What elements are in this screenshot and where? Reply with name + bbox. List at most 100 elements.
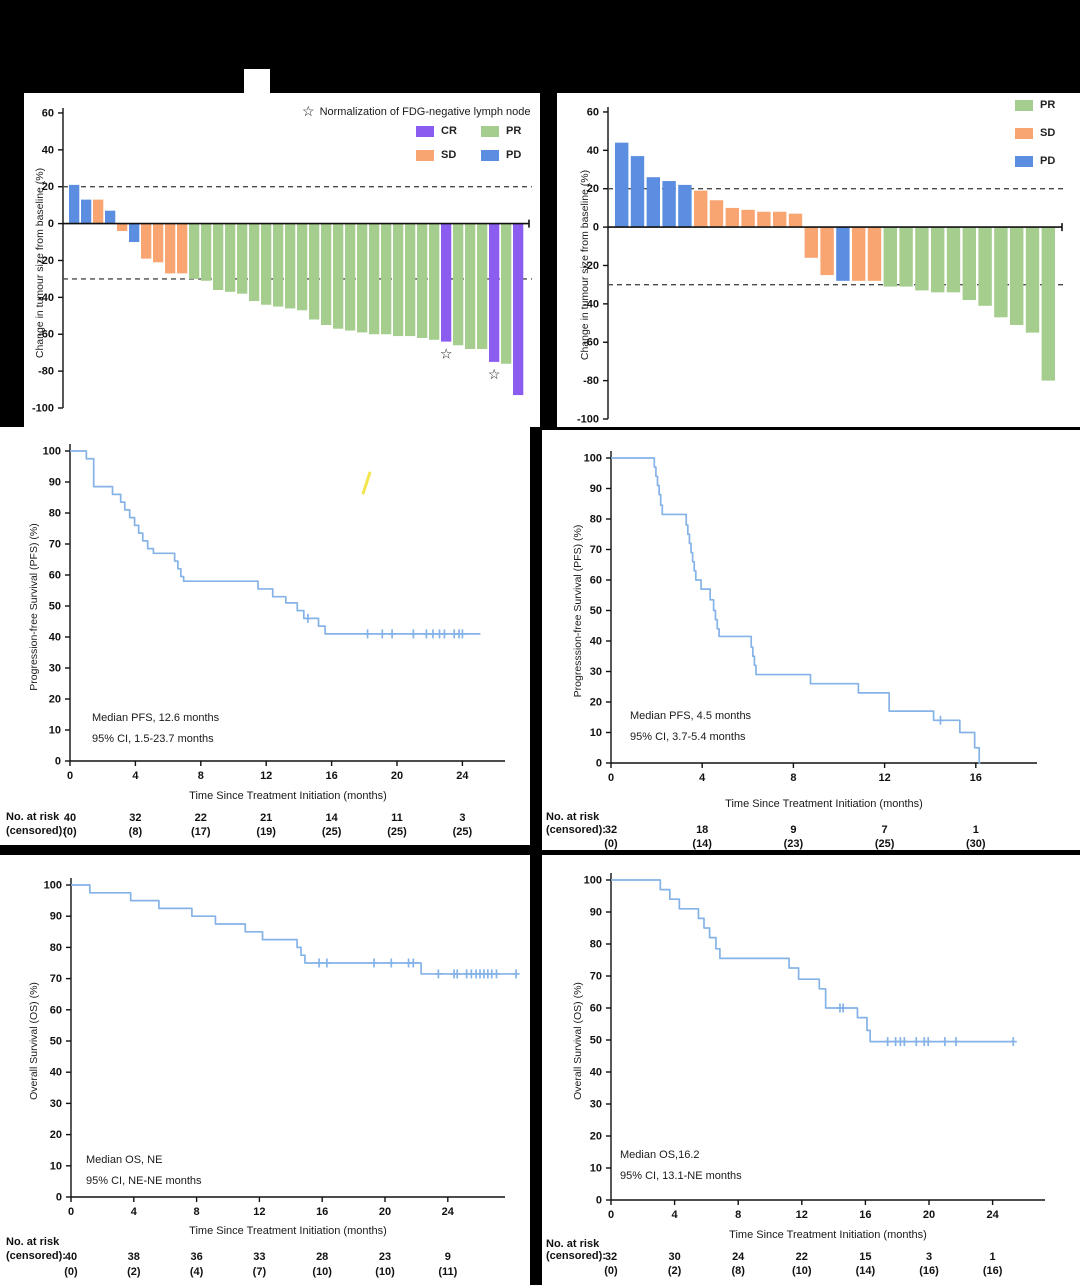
svg-text:-80: -80 <box>583 375 599 387</box>
svg-text:(2): (2) <box>668 1265 682 1277</box>
svg-text:8: 8 <box>790 772 796 784</box>
pr-swatch <box>1015 99 1033 111</box>
svg-text:16: 16 <box>325 770 337 782</box>
svg-text:60: 60 <box>590 575 602 587</box>
svg-text:10: 10 <box>49 725 61 737</box>
pfs-a-censored-label: (censored): <box>6 825 66 837</box>
pd-label: PD <box>1040 155 1056 167</box>
svg-text:40: 40 <box>49 632 61 644</box>
svg-text:(0): (0) <box>604 1265 618 1277</box>
svg-text:20: 20 <box>49 694 61 706</box>
svg-text:70: 70 <box>590 971 602 983</box>
pd-swatch <box>481 149 499 161</box>
svg-text:12: 12 <box>260 770 272 782</box>
legend-item-sd: SD <box>1015 127 1055 139</box>
svg-text:-60: -60 <box>38 329 54 341</box>
waterfall-b-plot: 60 40 20 0 -20 -40 -60 -80 -100 <box>577 106 1065 426</box>
svg-text:10: 10 <box>590 727 602 739</box>
os-a-annotation: Median OS, NE 95% CI, NE-NE months <box>86 1150 202 1192</box>
svg-text:(25): (25) <box>875 838 895 850</box>
svg-text:0: 0 <box>56 1192 62 1204</box>
svg-text:(17): (17) <box>191 826 211 838</box>
svg-text:8: 8 <box>198 770 204 782</box>
sd-swatch <box>416 149 434 161</box>
os-b-ylabel: Overall Survival (OS) (%) <box>572 982 584 1100</box>
svg-text:(25): (25) <box>322 826 342 838</box>
svg-text:20: 20 <box>590 697 602 709</box>
svg-text:-40: -40 <box>583 298 599 310</box>
svg-text:40: 40 <box>590 1067 602 1079</box>
svg-text:0: 0 <box>596 1195 602 1207</box>
svg-text:(19): (19) <box>256 826 276 838</box>
svg-text:(8): (8) <box>731 1265 745 1277</box>
svg-text:50: 50 <box>49 601 61 613</box>
legend-item-pd: PD <box>1015 155 1055 167</box>
svg-text:1: 1 <box>990 1251 996 1263</box>
svg-text:0: 0 <box>48 218 54 230</box>
svg-text:11: 11 <box>391 812 403 824</box>
svg-text:30: 30 <box>50 1098 62 1110</box>
svg-text:(23): (23) <box>784 838 804 850</box>
svg-text:4: 4 <box>672 1209 679 1221</box>
svg-text:3: 3 <box>459 812 465 824</box>
svg-text:40: 40 <box>587 145 599 157</box>
svg-text:0: 0 <box>67 770 73 782</box>
pfs-b-plot: 0 10 20 30 40 50 60 70 80 90 100 0 4 8 12 16 32 (0) 18 (14)… <box>584 451 1037 850</box>
svg-text:30: 30 <box>590 1099 602 1111</box>
svg-text:16: 16 <box>316 1206 328 1218</box>
pfs-a-annotation: Median PFS, 12.6 months 95% CI, 1.5-23.7… <box>92 708 219 750</box>
svg-text:(25): (25) <box>453 826 473 838</box>
svg-text:40: 40 <box>50 1067 62 1079</box>
svg-text:20: 20 <box>587 183 599 195</box>
star-icon: ☆ <box>302 103 315 119</box>
svg-text:4: 4 <box>131 1206 138 1218</box>
svg-text:(10): (10) <box>792 1265 812 1277</box>
svg-text:14: 14 <box>325 812 338 824</box>
svg-text:8: 8 <box>735 1209 741 1221</box>
svg-text:16: 16 <box>859 1209 871 1221</box>
pr-swatch <box>481 125 499 137</box>
svg-text:-80: -80 <box>38 366 54 378</box>
svg-text:30: 30 <box>590 666 602 678</box>
svg-text:0: 0 <box>68 1206 74 1218</box>
pfs-b-ylabel: Progresssion-free Survival (PFS) (%) <box>572 524 584 698</box>
pfs-b-xlabel: Time Since Treatment Initiation (months) <box>725 798 923 810</box>
svg-text:-100: -100 <box>32 403 54 415</box>
svg-text:10: 10 <box>590 1163 602 1175</box>
svg-text:80: 80 <box>590 939 602 951</box>
svg-text:-20: -20 <box>583 260 599 272</box>
svg-text:(0): (0) <box>604 838 618 850</box>
page-notch <box>244 69 270 95</box>
pfs-a-risk-label: No. at risk <box>6 811 60 823</box>
svg-text:4: 4 <box>132 770 139 782</box>
ci-line: 95% CI, NE-NE months <box>86 1175 202 1187</box>
svg-text:(16): (16) <box>919 1265 939 1277</box>
os-a-xlabel: Time Since Treatment Initiation (months) <box>189 1225 387 1237</box>
svg-text:21: 21 <box>260 812 272 824</box>
svg-text:50: 50 <box>590 605 602 617</box>
legend-item-sd: SD <box>416 149 456 161</box>
ci-line: 95% CI, 3.7-5.4 months <box>630 731 746 743</box>
os-b-plot: 0 10 20 30 40 50 60 70 80 90 100 0 4 8 12 16 20 24 32 (0) 30… <box>584 873 1045 1277</box>
svg-text:☆: ☆ <box>488 366 501 382</box>
svg-text:-60: -60 <box>583 337 599 349</box>
svg-text:18: 18 <box>696 824 708 836</box>
waterfall-a-star-note: ☆ Normalization of FDG-negative lymph no… <box>302 103 531 120</box>
svg-text:20: 20 <box>50 1129 62 1141</box>
svg-text:100: 100 <box>584 453 602 465</box>
svg-text:30: 30 <box>49 663 61 675</box>
svg-text:100: 100 <box>584 875 602 887</box>
svg-text:(0): (0) <box>63 826 77 838</box>
svg-text:60: 60 <box>590 1003 602 1015</box>
pfs-a-ylabel: Progression-free Survival (PFS) (%) <box>28 523 40 691</box>
svg-text:90: 90 <box>590 483 602 495</box>
svg-text:38: 38 <box>128 1251 140 1263</box>
svg-text:80: 80 <box>49 508 61 520</box>
os-a-plot: 0 10 20 30 40 50 60 70 80 90 100 0 4 8 12 16 20 24 40 (0) 38… <box>44 878 520 1278</box>
median-line: Median OS,16.2 <box>620 1149 700 1161</box>
svg-text:22: 22 <box>796 1251 808 1263</box>
svg-text:16: 16 <box>970 772 982 784</box>
waterfall-a-plot: 60 40 20 0 -20 -40 -60 -80 -100 ☆ ☆ <box>32 107 532 415</box>
svg-text:20: 20 <box>923 1209 935 1221</box>
